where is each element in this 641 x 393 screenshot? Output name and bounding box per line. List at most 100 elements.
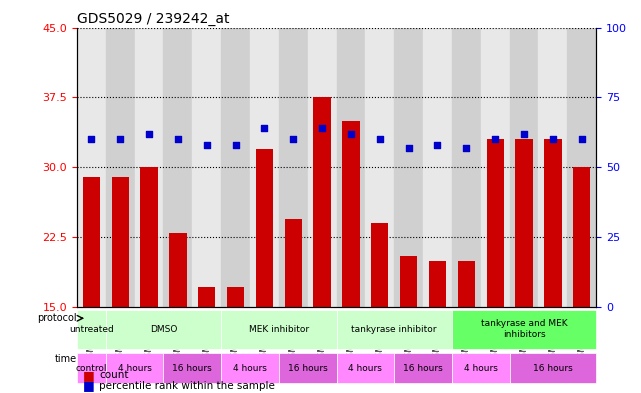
Text: 16 hours: 16 hours <box>172 364 212 373</box>
Point <box>144 131 154 137</box>
Point <box>201 142 212 148</box>
Bar <box>112 177 129 307</box>
Text: GSM1340528: GSM1340528 <box>288 310 298 361</box>
Text: GSM1340529: GSM1340529 <box>490 310 500 361</box>
Bar <box>308 28 337 307</box>
Point <box>432 142 442 148</box>
Bar <box>567 28 596 307</box>
FancyBboxPatch shape <box>337 353 394 384</box>
Text: 4 hours: 4 hours <box>464 364 497 373</box>
FancyBboxPatch shape <box>221 353 279 384</box>
Bar <box>337 28 365 307</box>
Bar <box>256 149 273 307</box>
Bar <box>77 28 106 307</box>
Text: percentile rank within the sample: percentile rank within the sample <box>99 381 275 391</box>
Text: GSM1340537: GSM1340537 <box>548 310 558 362</box>
Bar <box>515 140 533 307</box>
Point <box>374 136 385 143</box>
Text: tankyrase inhibitor: tankyrase inhibitor <box>351 325 437 334</box>
Point <box>346 131 356 137</box>
Text: tankyrase and MEK
inhibitors: tankyrase and MEK inhibitors <box>481 320 567 339</box>
FancyBboxPatch shape <box>221 310 337 349</box>
Bar <box>227 287 244 307</box>
Bar <box>192 28 221 307</box>
Bar <box>544 140 562 307</box>
Bar <box>510 28 538 307</box>
FancyBboxPatch shape <box>77 310 106 349</box>
Text: GSM1340526: GSM1340526 <box>404 310 413 361</box>
FancyBboxPatch shape <box>106 353 163 384</box>
Text: ■: ■ <box>83 379 95 393</box>
Bar <box>342 121 360 307</box>
Bar <box>481 28 510 307</box>
Bar <box>221 28 250 307</box>
Bar <box>400 256 417 307</box>
Bar <box>198 287 215 307</box>
Text: GSM1340533: GSM1340533 <box>433 310 442 362</box>
Text: untreated: untreated <box>69 325 113 334</box>
Text: GSM1340523: GSM1340523 <box>144 310 154 361</box>
Text: GSM1340521: GSM1340521 <box>87 310 96 361</box>
Text: GSM1340532: GSM1340532 <box>231 310 240 361</box>
Point <box>86 136 97 143</box>
Text: GSM1340525: GSM1340525 <box>375 310 385 361</box>
Point <box>547 136 558 143</box>
Text: count: count <box>99 370 129 380</box>
FancyBboxPatch shape <box>279 353 337 384</box>
Bar <box>313 97 331 307</box>
Text: 4 hours: 4 hours <box>233 364 267 373</box>
Point <box>173 136 183 143</box>
Text: 16 hours: 16 hours <box>403 364 443 373</box>
FancyBboxPatch shape <box>452 310 596 349</box>
Text: GSM1340522: GSM1340522 <box>115 310 125 361</box>
Bar <box>423 28 452 307</box>
Bar <box>250 28 279 307</box>
Bar <box>394 28 423 307</box>
Text: GSM1340535: GSM1340535 <box>317 310 327 362</box>
Text: 16 hours: 16 hours <box>288 364 328 373</box>
FancyBboxPatch shape <box>452 353 510 384</box>
Text: GSM1340534: GSM1340534 <box>462 310 471 362</box>
Text: GSM1340527: GSM1340527 <box>260 310 269 361</box>
Bar <box>458 261 475 307</box>
FancyBboxPatch shape <box>77 353 106 384</box>
Bar <box>169 233 187 307</box>
Text: protocol: protocol <box>37 313 77 323</box>
Bar <box>285 219 302 307</box>
Point <box>317 125 327 131</box>
Bar <box>106 28 135 307</box>
Bar <box>371 224 388 307</box>
Point <box>259 125 270 131</box>
Text: DMSO: DMSO <box>150 325 177 334</box>
Bar <box>140 167 158 307</box>
Text: 4 hours: 4 hours <box>118 364 151 373</box>
Text: MEK inhibitor: MEK inhibitor <box>249 325 309 334</box>
Bar <box>135 28 163 307</box>
Bar <box>573 167 590 307</box>
Point <box>231 142 241 148</box>
Text: GSM1340530: GSM1340530 <box>519 310 529 362</box>
Text: 4 hours: 4 hours <box>349 364 382 373</box>
Text: GSM1340524: GSM1340524 <box>173 310 183 361</box>
Text: GSM1340536: GSM1340536 <box>346 310 356 362</box>
Point <box>462 145 472 151</box>
FancyBboxPatch shape <box>394 353 452 384</box>
Point <box>288 136 299 143</box>
Text: control: control <box>76 364 107 373</box>
Text: GSM1340531: GSM1340531 <box>202 310 212 361</box>
Bar <box>163 28 192 307</box>
Text: GSM1340538: GSM1340538 <box>577 310 587 361</box>
FancyBboxPatch shape <box>510 353 596 384</box>
Bar <box>279 28 308 307</box>
Point <box>404 145 414 151</box>
Bar <box>452 28 481 307</box>
Bar <box>429 261 446 307</box>
Point <box>577 136 587 143</box>
Bar <box>365 28 394 307</box>
FancyBboxPatch shape <box>163 353 221 384</box>
Text: GDS5029 / 239242_at: GDS5029 / 239242_at <box>77 13 229 26</box>
Text: 16 hours: 16 hours <box>533 364 573 373</box>
Text: time: time <box>54 354 77 364</box>
Bar <box>83 177 100 307</box>
FancyBboxPatch shape <box>106 310 221 349</box>
